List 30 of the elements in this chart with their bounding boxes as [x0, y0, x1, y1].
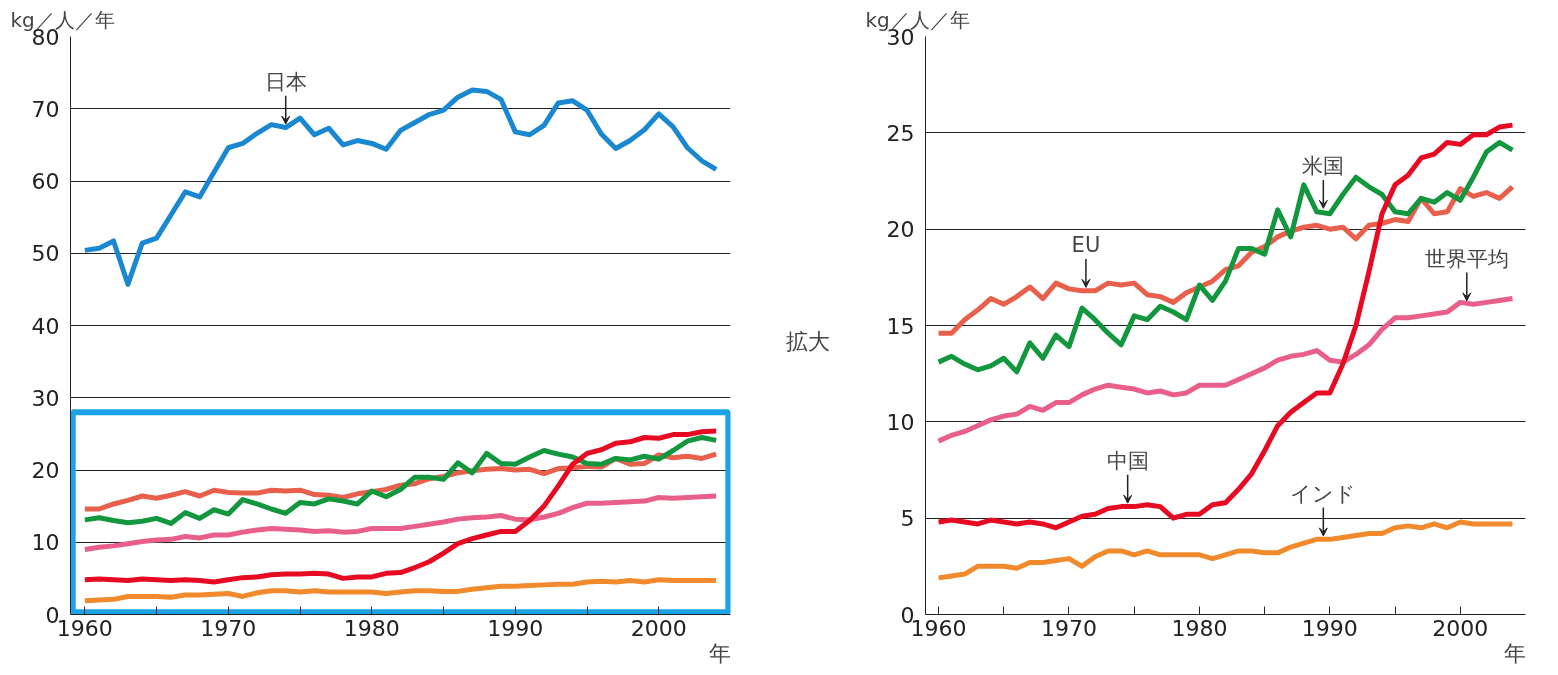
y-tick-label: 25 — [886, 120, 915, 146]
x-tick-label: 1970 — [1040, 615, 1097, 641]
x-tick-label: 2000 — [630, 615, 687, 641]
x-axis-title: 年 — [1503, 640, 1526, 666]
y-tick-label: 20 — [31, 458, 60, 483]
x-tick-label: 1980 — [343, 615, 400, 641]
x-tick-label: 2000 — [1432, 615, 1489, 641]
x-axis-title: 年 — [708, 640, 731, 666]
annotation: 米国 — [1302, 154, 1345, 179]
y-tick-label: 5 — [900, 506, 915, 532]
y-tick-label: 40 — [31, 313, 60, 339]
annotation: 中国 — [1106, 448, 1149, 473]
annotation: 世界平均 — [1424, 246, 1509, 271]
x-tick-label: 1980 — [1171, 615, 1228, 641]
text: 拡大 — [786, 329, 830, 355]
x-tick-label: 1990 — [487, 615, 544, 641]
x-tick-label: 1970 — [200, 615, 257, 641]
y-tick-label: 50 — [31, 241, 60, 267]
y-tick-label: 0 — [45, 602, 60, 628]
annotation: 日本 — [264, 69, 307, 94]
y-tick-label: 60 — [31, 169, 60, 194]
annotation: インド — [1290, 481, 1357, 506]
y-tick-label: 30 — [31, 385, 60, 411]
annotation: EU — [1071, 233, 1101, 258]
y-tick-label: 10 — [31, 530, 60, 556]
y-tick-label: 10 — [886, 409, 915, 435]
y-tick-label: 20 — [886, 217, 915, 243]
y-tick-label: 15 — [886, 313, 915, 339]
y-tick-label: 70 — [31, 96, 60, 122]
x-tick-label: 1990 — [1301, 615, 1358, 641]
